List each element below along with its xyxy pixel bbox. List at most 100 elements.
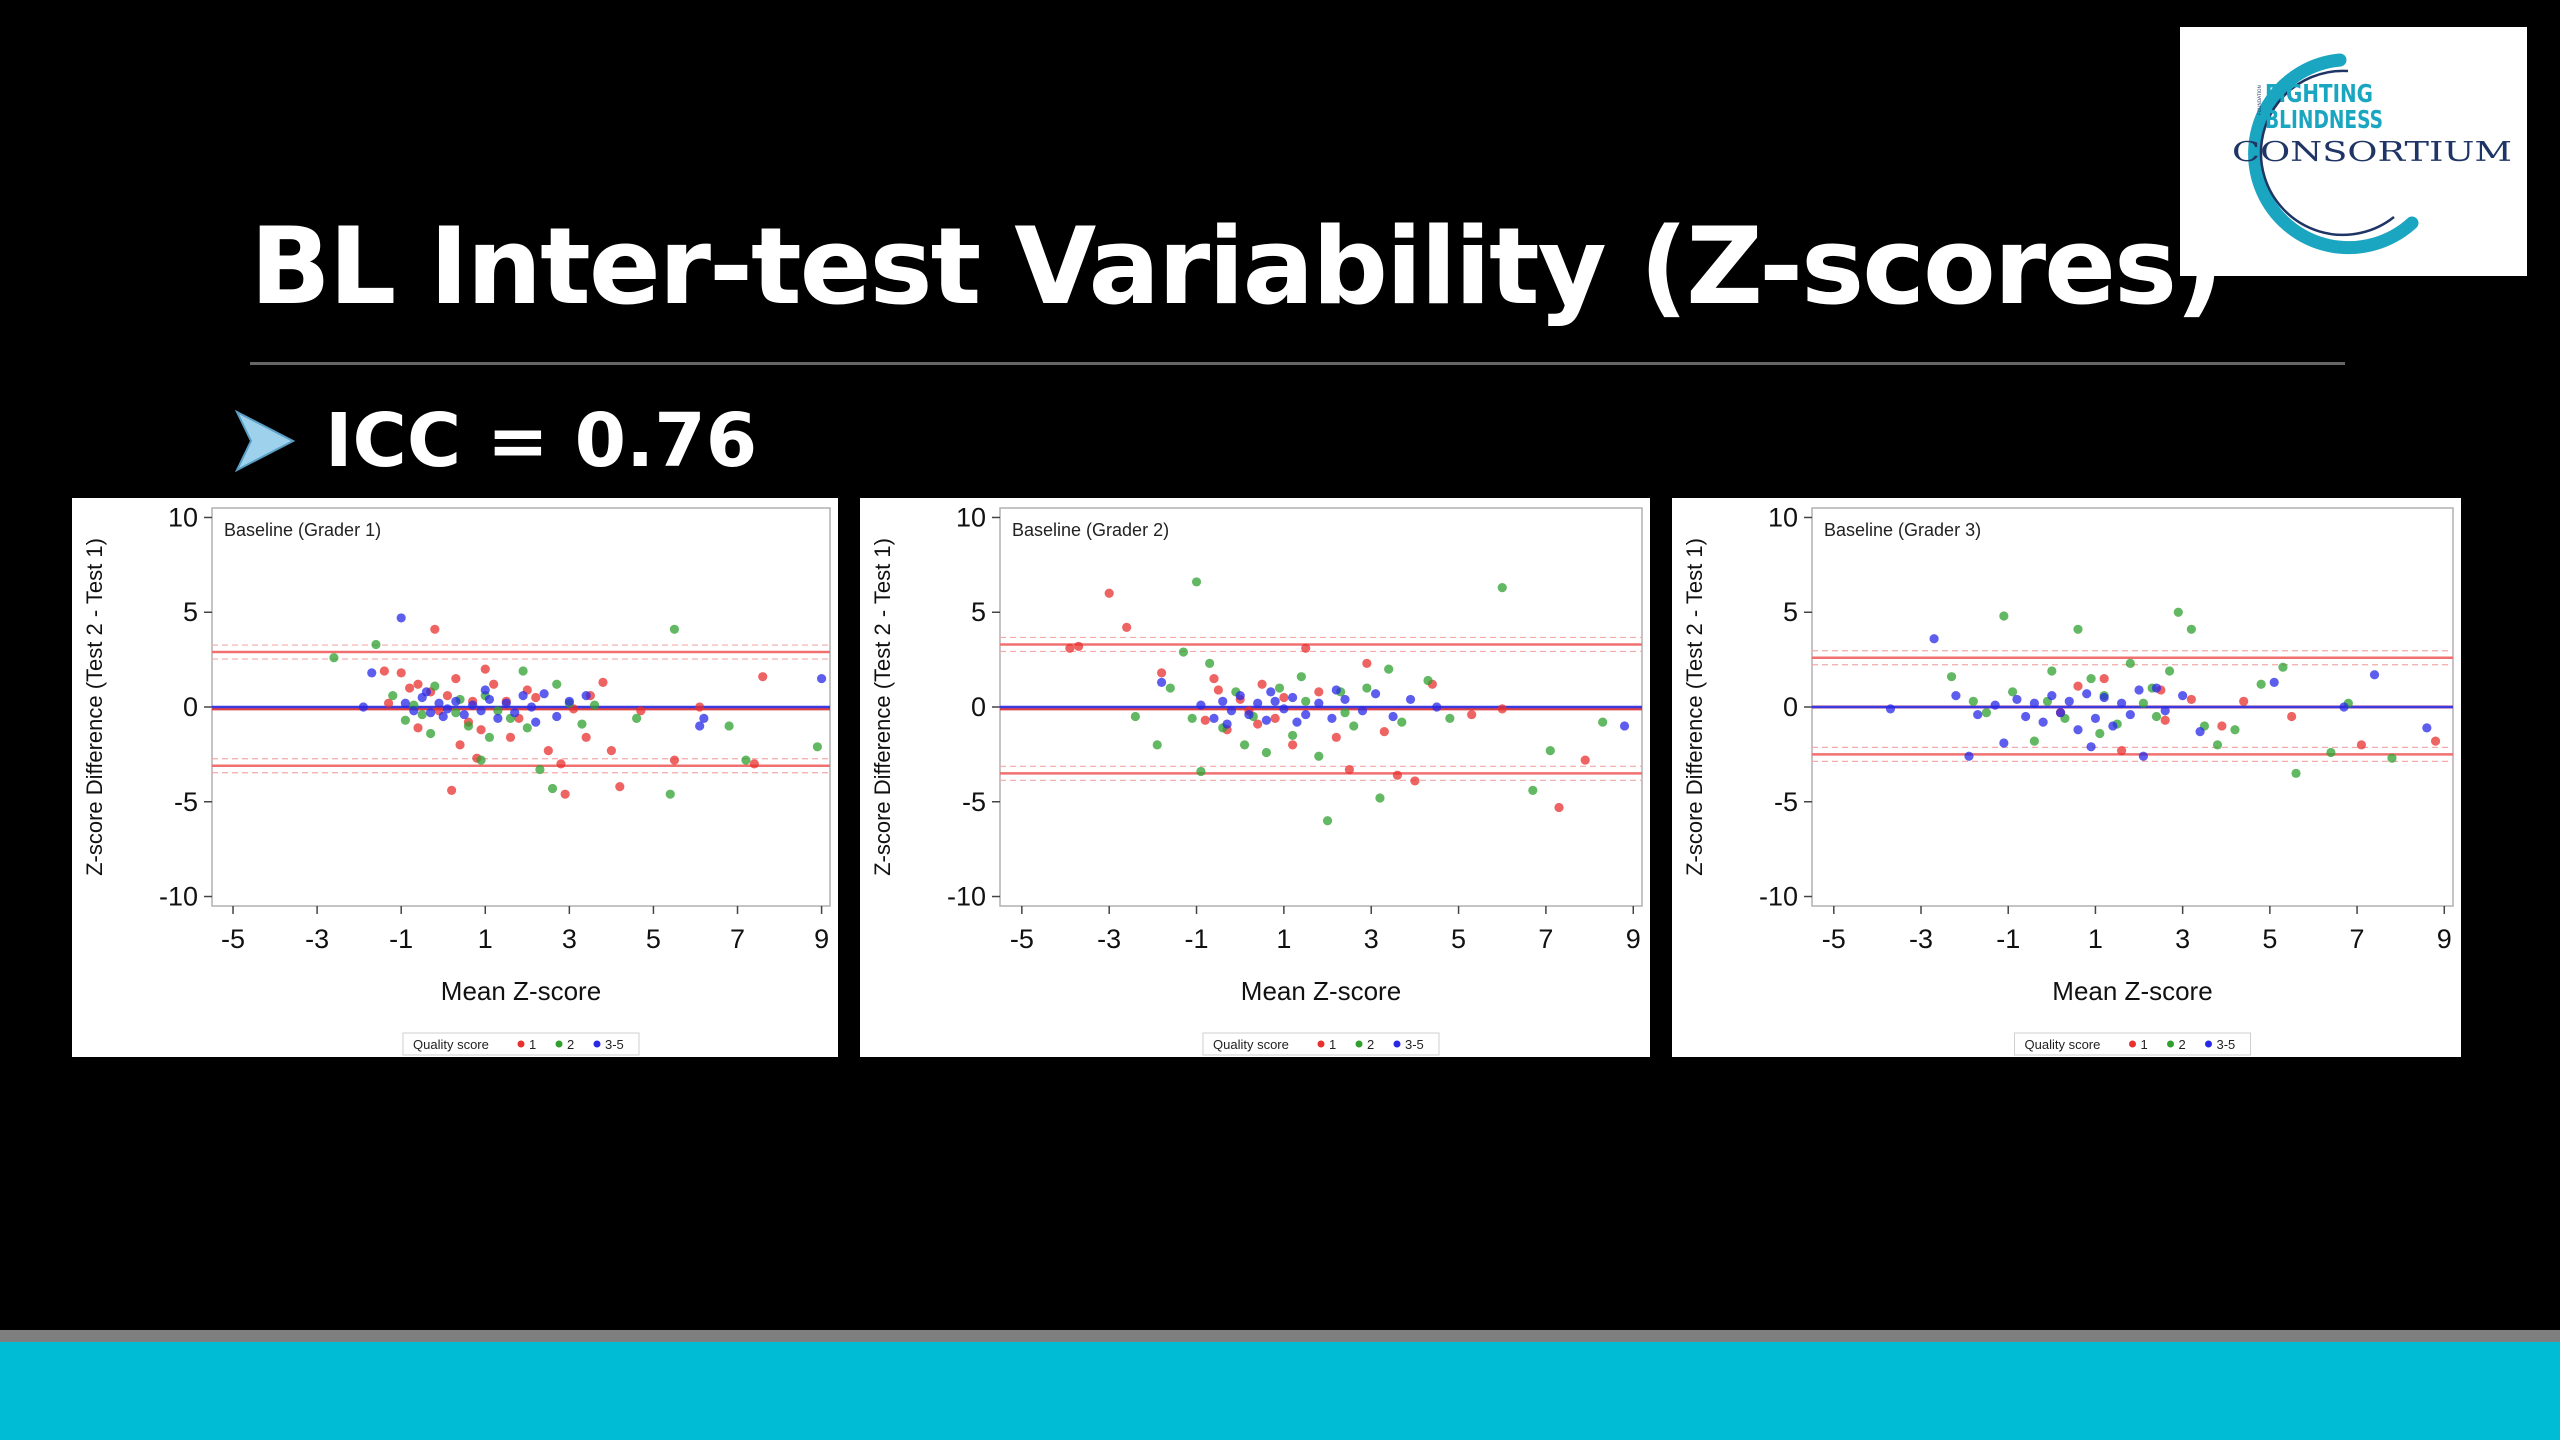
data-point-quality-3-5 xyxy=(434,698,444,708)
data-point-quality-3-5 xyxy=(581,691,591,701)
data-point-quality-3-5 xyxy=(1266,687,1276,697)
data-point-quality-2 xyxy=(665,789,675,799)
data-point-quality-1 xyxy=(636,706,646,716)
data-point-quality-1 xyxy=(1213,685,1223,695)
y-tick-label: 0 xyxy=(183,692,198,722)
data-point-quality-2 xyxy=(451,708,461,718)
data-point-quality-1 xyxy=(1301,643,1311,653)
footer-band xyxy=(0,1342,2560,1440)
data-point-quality-2 xyxy=(2125,658,2135,669)
data-point-quality-2 xyxy=(329,653,339,663)
data-point-quality-3-5 xyxy=(1405,694,1416,705)
data-point-quality-3-5 xyxy=(1226,706,1237,716)
data-point-quality-2 xyxy=(2326,747,2336,758)
y-tick-label: -5 xyxy=(174,787,198,817)
data-point-quality-2 xyxy=(2278,662,2288,672)
data-point-quality-2 xyxy=(535,764,545,775)
data-point-quality-2 xyxy=(589,700,600,710)
data-point-quality-1 xyxy=(2239,696,2249,706)
data-point-quality-3-5 xyxy=(2055,708,2066,718)
data-point-quality-1 xyxy=(1104,588,1114,598)
legend-title: Quality score xyxy=(413,1037,489,1052)
data-point-quality-2 xyxy=(1375,793,1385,803)
data-point-quality-2 xyxy=(463,721,474,731)
y-axis-label: Z-score Difference (Test 2 - Test 1) xyxy=(1682,538,1707,876)
data-point-quality-1 xyxy=(2099,673,2109,684)
y-tick-label: 10 xyxy=(1768,502,1798,532)
legend-title: Quality score xyxy=(1213,1037,1289,1052)
y-axis-label: Z-score Difference (Test 2 - Test 1) xyxy=(82,538,107,876)
data-point-quality-3-5 xyxy=(526,702,537,712)
legend-label-3-5: 3-5 xyxy=(1405,1037,1424,1052)
data-point-quality-2 xyxy=(1445,713,1455,723)
data-point-quality-1 xyxy=(2217,721,2227,731)
data-point-quality-3-5 xyxy=(1209,713,1219,723)
data-point-quality-2 xyxy=(2212,740,2223,750)
legend-label-1: 1 xyxy=(2141,1037,2148,1052)
data-point-quality-1 xyxy=(1253,719,1263,729)
data-point-quality-2 xyxy=(417,709,427,720)
data-point-quality-2 xyxy=(2095,728,2105,739)
y-tick-label: -10 xyxy=(159,882,198,912)
data-point-quality-1 xyxy=(1344,764,1354,775)
data-point-quality-3-5 xyxy=(2108,721,2118,731)
data-point-quality-1 xyxy=(1288,740,1298,750)
data-point-quality-2 xyxy=(577,719,587,729)
data-point-quality-1 xyxy=(669,755,680,765)
data-point-quality-3-5 xyxy=(493,713,503,723)
data-point-quality-3-5 xyxy=(2029,698,2039,708)
data-point-quality-2 xyxy=(1178,647,1189,657)
data-point-quality-3-5 xyxy=(2369,670,2380,680)
data-point-quality-1 xyxy=(1379,727,1389,737)
x-axis-label: Mean Z-score xyxy=(2052,976,2212,1006)
data-point-quality-3-5 xyxy=(1292,717,1302,727)
panel-annotation: Baseline (Grader 2) xyxy=(1012,520,1169,540)
data-point-quality-2 xyxy=(552,679,562,689)
data-point-quality-1 xyxy=(2287,711,2297,722)
data-point-quality-3-5 xyxy=(1999,738,2009,748)
data-point-quality-2 xyxy=(2138,698,2149,708)
data-point-quality-2 xyxy=(1981,708,1992,718)
data-point-quality-3-5 xyxy=(459,709,469,720)
data-point-quality-2 xyxy=(1296,672,1306,682)
data-point-quality-3-5 xyxy=(1340,694,1350,705)
data-point-quality-1 xyxy=(2356,740,2367,750)
legend-marker-2 xyxy=(555,1040,563,1048)
data-point-quality-1 xyxy=(451,673,461,684)
data-point-quality-3-5 xyxy=(1388,711,1398,722)
data-point-quality-2 xyxy=(1423,675,1433,686)
data-point-quality-2 xyxy=(547,783,558,794)
data-point-quality-2 xyxy=(1968,696,1978,706)
data-point-quality-2 xyxy=(632,713,642,723)
data-point-quality-3-5 xyxy=(699,713,709,723)
panel-annotation: Baseline (Grader 3) xyxy=(1824,520,1981,540)
data-point-quality-2 xyxy=(1196,766,1206,777)
y-tick-label: 5 xyxy=(971,597,986,627)
data-point-quality-3-5 xyxy=(1314,698,1324,708)
data-point-quality-1 xyxy=(1314,687,1324,697)
x-tick-label: -3 xyxy=(305,924,329,954)
data-point-quality-1 xyxy=(2186,694,2196,705)
data-point-quality-3-5 xyxy=(2125,709,2135,720)
data-point-quality-1 xyxy=(1156,668,1167,678)
data-point-quality-1 xyxy=(615,782,625,792)
x-tick-label: 1 xyxy=(1276,924,1291,954)
x-tick-label: 7 xyxy=(2350,924,2365,954)
x-tick-label: -5 xyxy=(1822,924,1846,954)
y-axis-label: Z-score Difference (Test 2 - Test 1) xyxy=(870,538,895,876)
data-point-quality-2 xyxy=(1301,696,1311,706)
data-point-quality-1 xyxy=(1065,643,1075,653)
data-point-quality-3-5 xyxy=(1929,634,1939,644)
data-point-quality-3-5 xyxy=(1218,696,1228,706)
data-point-quality-3-5 xyxy=(367,668,377,678)
data-point-quality-2 xyxy=(1598,717,1608,727)
data-point-quality-2 xyxy=(1239,740,1250,750)
data-point-quality-2 xyxy=(1528,785,1538,795)
data-point-quality-2 xyxy=(1191,577,1202,587)
data-point-quality-3-5 xyxy=(396,613,406,623)
data-point-quality-2 xyxy=(724,721,734,731)
data-point-quality-2 xyxy=(812,742,822,752)
data-point-quality-2 xyxy=(1261,747,1272,758)
legend: Quality score 1 2 3-5 xyxy=(1202,1032,1440,1056)
y-tick-label: 10 xyxy=(168,502,198,532)
